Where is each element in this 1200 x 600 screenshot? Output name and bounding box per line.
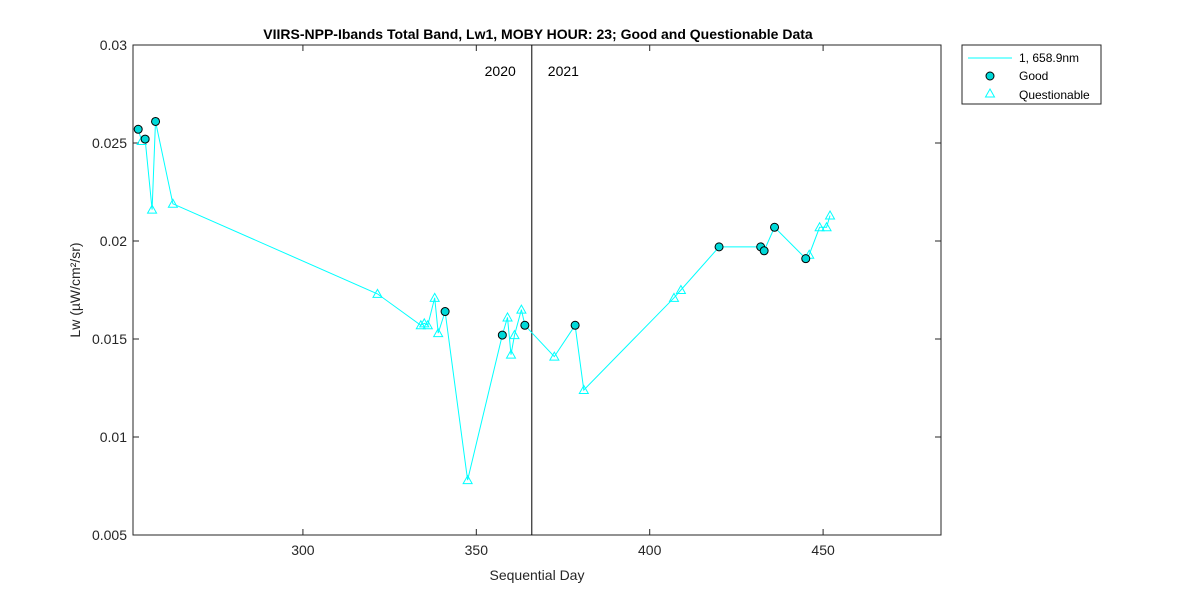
axes-layer: 300 350 400 450 0.005 0.01 0.015 0.02 0.025 0.03 bbox=[92, 37, 941, 558]
questionable-point bbox=[429, 292, 441, 302]
series-layer bbox=[133, 116, 836, 485]
questionable-point bbox=[372, 288, 383, 298]
x-tick-label: 300 bbox=[291, 542, 315, 558]
questionable-point bbox=[814, 221, 825, 232]
questionable-point bbox=[505, 349, 517, 359]
x-tick-label: 400 bbox=[638, 542, 662, 558]
x-axis-title: Sequential Day bbox=[490, 567, 585, 583]
legend-box bbox=[961, 44, 1102, 105]
y-tick-label: 0.03 bbox=[100, 37, 127, 53]
good-point bbox=[714, 242, 724, 252]
good-point bbox=[440, 307, 450, 317]
good-point bbox=[497, 330, 507, 340]
questionable-point bbox=[167, 198, 179, 208]
y-tick-label: 0.02 bbox=[100, 233, 127, 249]
legend-questionable-marker bbox=[984, 87, 996, 98]
questionable-point bbox=[824, 210, 836, 220]
legend-entry-good: Good bbox=[1019, 69, 1048, 83]
y-tick-label: 0.025 bbox=[92, 135, 127, 151]
good-point bbox=[133, 124, 143, 134]
questionable-point bbox=[432, 327, 444, 338]
questionable-point bbox=[578, 384, 590, 394]
x-tick-label: 450 bbox=[811, 542, 835, 558]
questionable-point bbox=[509, 329, 520, 340]
good-point bbox=[801, 254, 811, 264]
y-tick-label: 0.005 bbox=[92, 527, 127, 543]
questionable-point bbox=[462, 474, 473, 485]
y-axis-title: Lw (µW/cm²/sr) bbox=[67, 242, 83, 337]
legend: 1, 658.9nm Good Questionable bbox=[961, 44, 1102, 105]
good-point bbox=[570, 320, 580, 330]
questionable-point bbox=[668, 292, 680, 302]
good-point bbox=[151, 116, 161, 126]
chart-title: VIIRS-NPP-Ibands Total Band, Lw1, MOBY H… bbox=[263, 26, 813, 42]
y-tick-label: 0.01 bbox=[100, 429, 127, 445]
year-divider: 2020 2021 bbox=[485, 45, 579, 535]
questionable-point bbox=[422, 319, 434, 330]
x-tick-label: 350 bbox=[465, 542, 489, 558]
questionable-point bbox=[415, 319, 427, 330]
legend-entry-questionable: Questionable bbox=[1019, 88, 1090, 102]
year-label-2021: 2021 bbox=[548, 63, 579, 79]
legend-entry-line: 1, 658.9nm bbox=[1019, 51, 1079, 65]
y-tick-label: 0.015 bbox=[92, 331, 127, 347]
good-point bbox=[759, 246, 769, 256]
questionable-point bbox=[502, 311, 513, 322]
good-point bbox=[520, 320, 530, 330]
series-line-658-9nm bbox=[137, 121, 831, 481]
questionable-point bbox=[821, 221, 832, 232]
plot-area bbox=[132, 44, 942, 536]
good-point bbox=[140, 134, 150, 144]
questionable-point bbox=[548, 351, 560, 361]
good-point bbox=[770, 222, 780, 232]
year-label-2020: 2020 bbox=[485, 63, 516, 79]
questionable-point bbox=[516, 304, 527, 314]
questionable-point bbox=[146, 204, 158, 214]
legend-good-marker bbox=[985, 71, 995, 81]
questionable-point bbox=[675, 284, 687, 294]
